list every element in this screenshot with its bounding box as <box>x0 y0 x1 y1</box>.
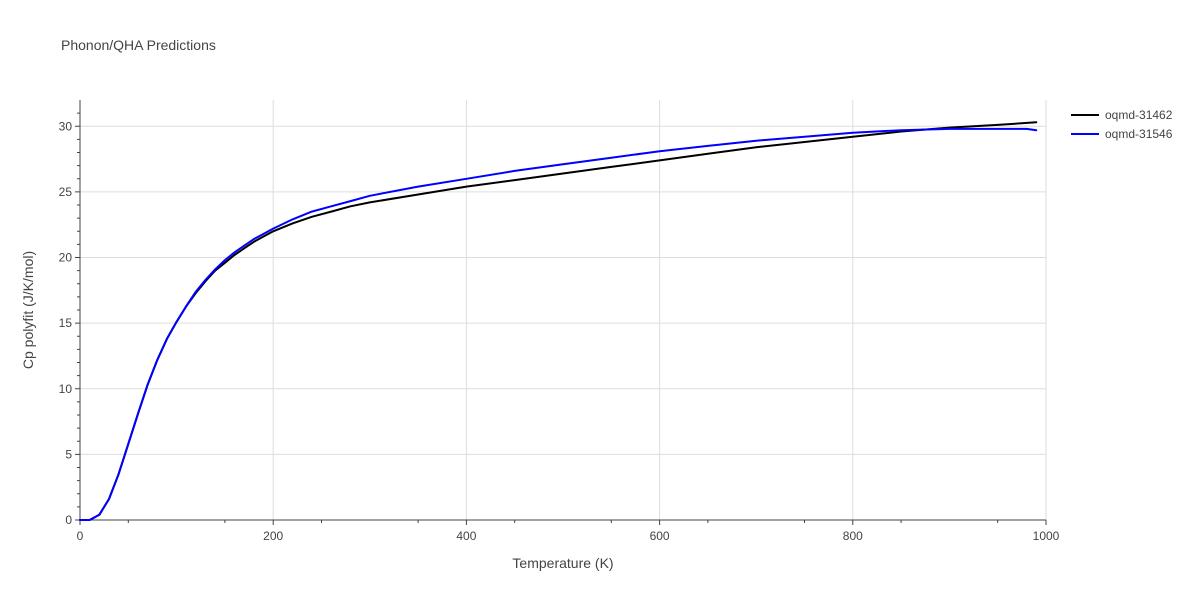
y-tick-label: 20 <box>59 251 73 265</box>
grid <box>80 100 1047 520</box>
y-tick-label: 30 <box>59 119 73 133</box>
x-tick-label: 600 <box>650 529 670 543</box>
legend-label: oqmd-31462 <box>1105 108 1173 122</box>
series-lines <box>79 121 1038 521</box>
series-line-oqmd-31546 <box>79 127 1038 521</box>
x-tick-label: 200 <box>263 529 283 543</box>
x-tick-label: 800 <box>843 529 863 543</box>
series-line-oqmd-31462 <box>79 121 1038 521</box>
y-tick-label: 25 <box>59 185 73 199</box>
x-tick-label: 400 <box>456 529 476 543</box>
x-axis-ticks: 0 200 400 600 800 1000 <box>77 520 1060 543</box>
y-axis-ticks: 0 5 10 15 20 25 30 <box>59 112 80 527</box>
y-tick-label: 5 <box>65 447 72 461</box>
y-tick-label: 0 <box>65 513 72 527</box>
x-tick-label: 1000 <box>1033 529 1060 543</box>
chart-title: Phonon/QHA Predictions <box>61 37 216 53</box>
y-tick-label: 10 <box>59 382 73 396</box>
legend[interactable]: oqmd-31462 oqmd-31546 <box>1071 108 1173 141</box>
y-tick-label: 15 <box>59 316 73 330</box>
x-tick-label: 0 <box>77 529 84 543</box>
x-axis-label: Temperature (K) <box>512 555 613 571</box>
y-axis-label: Cp polyfit (J/K/mol) <box>20 251 36 369</box>
legend-label: oqmd-31546 <box>1105 127 1173 141</box>
